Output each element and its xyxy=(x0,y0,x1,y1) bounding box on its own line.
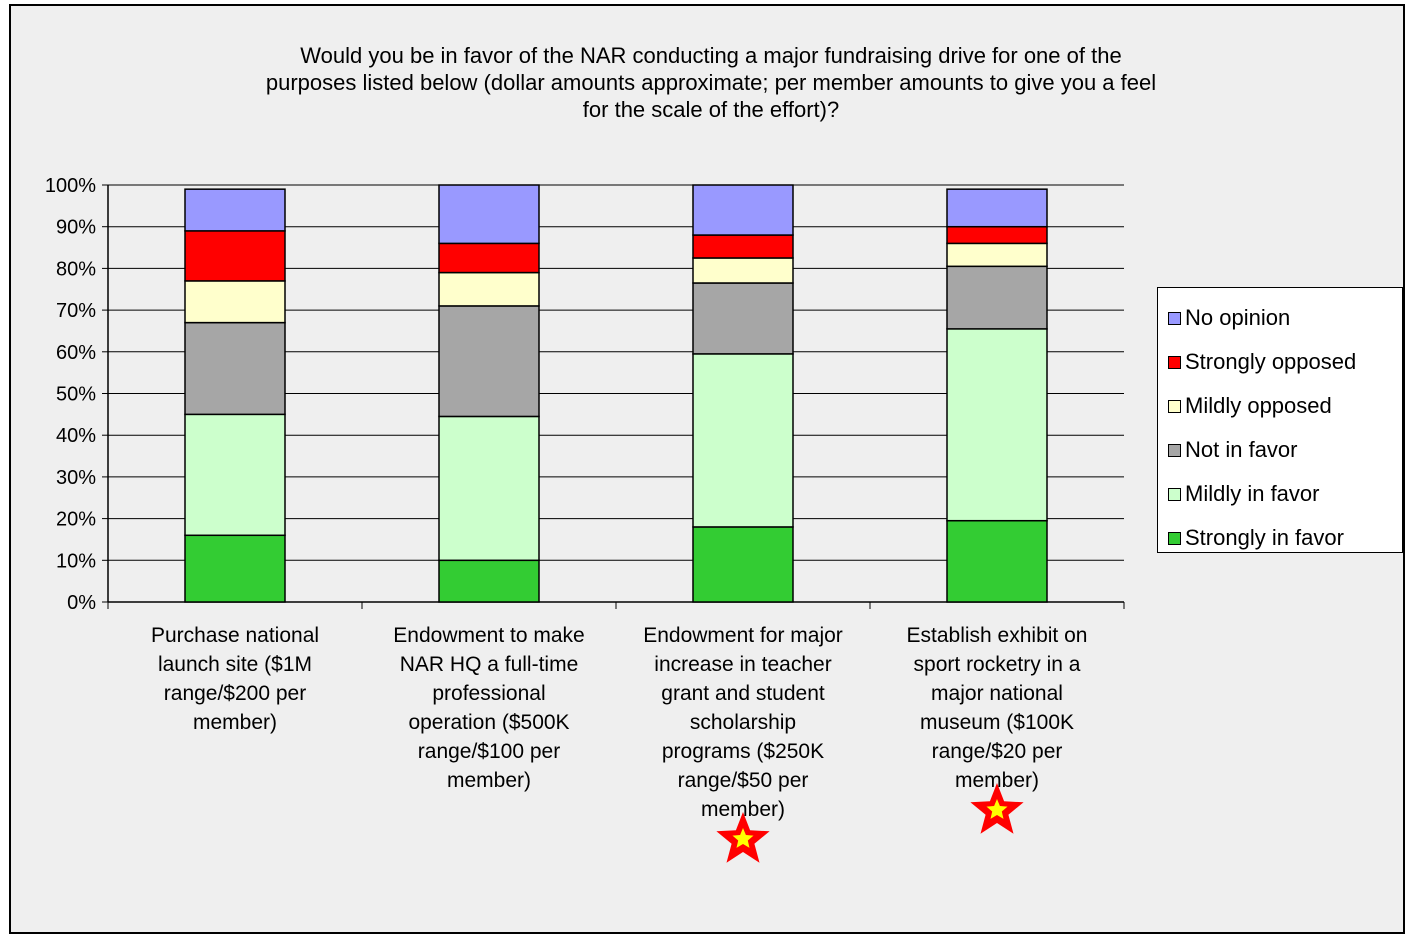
chart-frame: Would you be in favor of the NAR conduct… xyxy=(9,4,1405,934)
y-tick-label: 0% xyxy=(67,592,96,614)
bar-segment xyxy=(946,188,1048,228)
bar-segment xyxy=(438,242,540,274)
chart-title: Would you be in favor of the NAR conduct… xyxy=(151,42,1271,123)
bar-segment xyxy=(946,265,1048,330)
x-category-label: grant and student xyxy=(661,682,825,705)
bar-segment xyxy=(692,184,794,236)
bar-segment xyxy=(184,188,286,232)
x-category-label: operation ($500K xyxy=(408,711,569,734)
chart-title-line: purposes listed below (dollar amounts ap… xyxy=(265,70,1157,95)
bar-segment xyxy=(692,526,794,603)
legend-swatch xyxy=(1168,399,1181,413)
bar-segment xyxy=(946,242,1048,268)
star-icon-center xyxy=(986,799,1008,819)
x-category-label: member) xyxy=(193,711,277,734)
bar-segment xyxy=(946,519,1048,603)
bar-segment xyxy=(184,321,286,416)
bar-segment xyxy=(184,230,286,282)
legend-swatch xyxy=(1168,311,1181,325)
y-tick-label: 90% xyxy=(56,217,96,239)
bar-segment xyxy=(438,415,540,562)
x-category-label: member) xyxy=(955,769,1039,792)
legend-label: Strongly in favor xyxy=(1185,525,1344,550)
bar-segment xyxy=(438,184,540,245)
x-category-label: member) xyxy=(701,798,785,821)
x-category-label: range/$20 per xyxy=(932,740,1063,763)
chart-plot: 0% 10% 20% 30% 40% 50% 60% 70% 80% 90% 100% Purchas… xyxy=(45,175,1125,863)
bar-segment xyxy=(692,282,794,355)
legend-label: Mildly in favor xyxy=(1185,481,1320,506)
legend-swatch xyxy=(1168,355,1181,369)
y-tick-label: 50% xyxy=(56,384,96,406)
legend-label: No opinion xyxy=(1185,305,1291,330)
x-category-label: programs ($250K xyxy=(662,740,824,763)
bar-segment xyxy=(692,257,794,284)
legend-item: Strongly opposed xyxy=(1158,340,1402,384)
bar-segment xyxy=(946,328,1048,522)
x-category-label: Endowment for major xyxy=(643,624,843,647)
y-tick-label: 80% xyxy=(56,258,96,280)
legend-label: Mildly opposed xyxy=(1185,393,1332,418)
x-category-label: Purchase national xyxy=(151,624,319,647)
legend-item: Not in favor xyxy=(1158,428,1402,472)
legend-item: Mildly opposed xyxy=(1158,384,1402,428)
x-category-label: Endowment to make xyxy=(393,624,584,647)
x-category-label: NAR HQ a full-time xyxy=(400,653,579,676)
y-tick-label: 40% xyxy=(56,425,96,447)
y-tick-label: 10% xyxy=(56,550,96,572)
bar-segment xyxy=(184,534,286,603)
bar-segment xyxy=(438,559,540,603)
x-category-label: member) xyxy=(447,769,531,792)
chart-title-line: Would you be in favor of the NAR conduct… xyxy=(300,43,1122,68)
chart-title-line: for the scale of the effort)? xyxy=(582,97,840,122)
y-tick-label: 60% xyxy=(56,342,96,364)
x-category-label: range/$50 per xyxy=(678,769,809,792)
legend-swatch xyxy=(1168,531,1181,545)
bar-segment xyxy=(692,353,794,528)
legend-label: Not in favor xyxy=(1185,437,1298,462)
bar-segment xyxy=(438,271,540,307)
x-category-label: launch site ($1M xyxy=(158,653,312,676)
x-category-label: sport rocketry in a xyxy=(914,653,1081,676)
legend-swatch xyxy=(1168,443,1181,457)
y-tick-label: 30% xyxy=(56,467,96,489)
x-category-label: range/$100 per xyxy=(418,740,560,763)
y-tick-label: 70% xyxy=(56,300,96,322)
star-icon-center xyxy=(732,828,754,848)
y-tick-label: 20% xyxy=(56,509,96,531)
x-category-label: major national xyxy=(931,682,1063,705)
x-category-label: museum ($100K xyxy=(920,711,1074,734)
legend-item: No opinion xyxy=(1158,296,1402,340)
x-category-label: range/$200 per xyxy=(164,682,306,705)
legend-swatch xyxy=(1168,487,1181,501)
x-category-label: professional xyxy=(432,682,545,705)
legend-item: Strongly in favor xyxy=(1158,516,1402,560)
chart-legend: No opinion Strongly opposed Mildly opposed… xyxy=(1157,287,1403,553)
legend-item: Mildly in favor xyxy=(1158,472,1402,516)
x-category-label: scholarship xyxy=(690,711,796,734)
bar-segment xyxy=(184,280,286,324)
bar-segment xyxy=(692,234,794,259)
bar-segment xyxy=(438,305,540,418)
bar-segment xyxy=(184,413,286,537)
x-category-label: increase in teacher xyxy=(654,653,831,676)
x-category-label: Establish exhibit on xyxy=(907,624,1088,647)
bar-segment xyxy=(946,225,1048,245)
y-tick-label: 100% xyxy=(45,175,96,197)
legend-label: Strongly opposed xyxy=(1185,349,1357,374)
